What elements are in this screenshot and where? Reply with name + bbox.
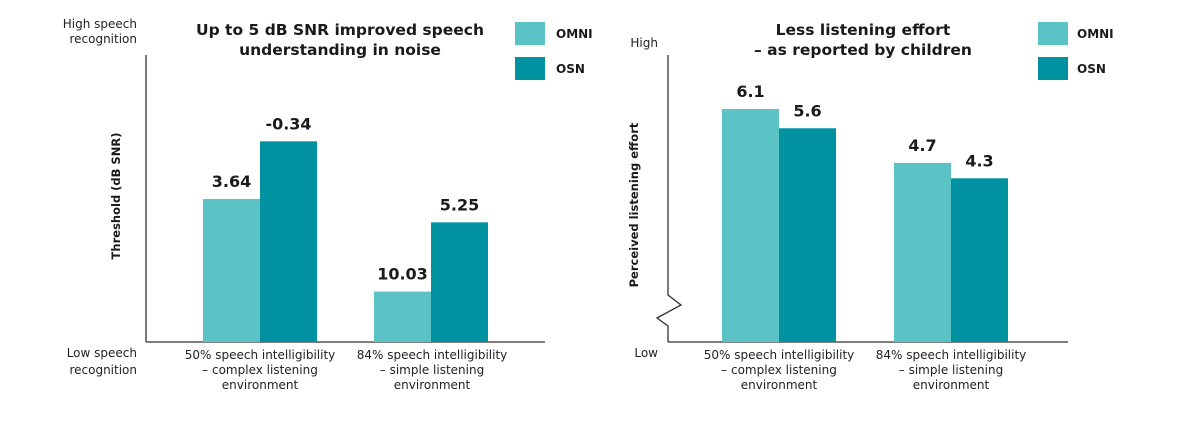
value-label-osn-cat2: 5.25 xyxy=(440,195,479,214)
chart-listening-effort: Less listening effort – as reported by c… xyxy=(627,21,1114,392)
chart1-category1-line2: – complex listening xyxy=(202,363,318,377)
value-label-omni-cat1: 6.1 xyxy=(736,82,764,101)
bar-omni-cat1 xyxy=(722,109,779,342)
bar-omni-cat2 xyxy=(894,162,951,342)
chart2-title-line1: Less listening effort xyxy=(776,21,951,39)
chart-speech-understanding: Up to 5 dB SNR improved speech understan… xyxy=(63,17,593,392)
bar-osn-cat2 xyxy=(431,222,488,342)
chart2-category1-line2: – complex listening xyxy=(721,363,837,377)
chart2-y-bottom-label: Low xyxy=(634,346,658,360)
value-label-osn-cat1: -0.34 xyxy=(265,114,311,133)
chart2-bars xyxy=(722,109,1008,342)
chart1-legend-osn-swatch xyxy=(515,57,545,80)
bar-omni-cat1 xyxy=(203,199,260,342)
chart2-legend-osn-swatch xyxy=(1038,57,1068,80)
chart1-bars xyxy=(203,141,488,342)
chart2-category2-line3: environment xyxy=(913,378,990,392)
value-label-osn-cat1: 5.6 xyxy=(793,101,821,120)
bar-omni-cat2 xyxy=(374,291,431,342)
chart2-category1-line3: environment xyxy=(741,378,818,392)
chart2-legend-osn-label: OSN xyxy=(1077,62,1106,76)
chart1-category1-line3: environment xyxy=(222,378,299,392)
value-label-omni-cat2: 4.7 xyxy=(908,136,936,155)
value-label-omni-cat1: 3.64 xyxy=(212,172,251,191)
chart2-title-line2: – as reported by children xyxy=(754,41,972,59)
chart2-value-labels: 6.1 4.7 5.6 4.3 xyxy=(736,82,993,170)
chart2-y-top-label: High xyxy=(630,36,658,50)
bar-osn-cat1 xyxy=(260,141,317,342)
chart2-category2-line2: – simple listening xyxy=(899,363,1003,377)
chart1-y-bottom-label-line1: Low speech xyxy=(67,346,137,360)
chart2-legend-omni-swatch xyxy=(1038,22,1068,45)
chart2-category2-line1: 84% speech intelligibility xyxy=(876,348,1027,362)
chart1-y-bottom-label-line2: recognition xyxy=(69,363,137,377)
chart1-category2-line2: – simple listening xyxy=(380,363,484,377)
chart2-y-axis-with-break xyxy=(655,55,683,342)
chart1-y-axis-title: Threshold (dB SNR) xyxy=(109,133,123,260)
chart1-value-labels: 3.64 10.03 -0.34 5.25 xyxy=(212,114,479,283)
chart1-title-line2: understanding in noise xyxy=(239,41,441,59)
value-label-osn-cat2: 4.3 xyxy=(965,151,993,170)
value-label-omni-cat2: 10.03 xyxy=(377,265,428,284)
chart1-y-top-label-line1: High speech xyxy=(63,17,137,31)
chart2-legend-omni-label: OMNI xyxy=(1077,27,1114,41)
bar-osn-cat2 xyxy=(951,178,1008,342)
chart1-legend-osn-label: OSN xyxy=(556,62,585,76)
chart1-legend-omni-label: OMNI xyxy=(556,27,593,41)
chart1-category1-line1: 50% speech intelligibility xyxy=(185,348,336,362)
chart2-category1-line1: 50% speech intelligibility xyxy=(704,348,855,362)
chart2-y-axis-title: Perceived listening effort xyxy=(627,122,641,287)
chart1-y-top-label-line2: recognition xyxy=(69,32,137,46)
chart1-category2-line1: 84% speech intelligibility xyxy=(357,348,508,362)
chart1-legend-omni-swatch xyxy=(515,22,545,45)
chart1-title-line1: Up to 5 dB SNR improved speech xyxy=(196,21,484,39)
bar-osn-cat1 xyxy=(779,128,836,342)
chart1-category2-line3: environment xyxy=(394,378,471,392)
